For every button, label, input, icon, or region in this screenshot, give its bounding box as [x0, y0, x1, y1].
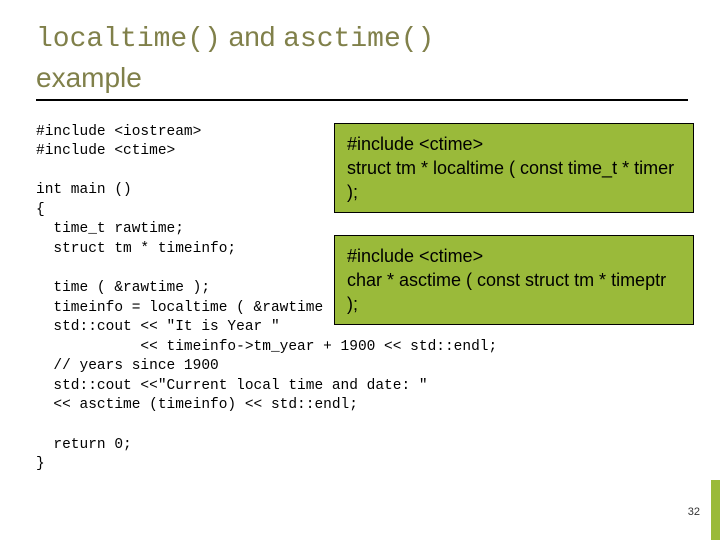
- title-line2: example: [36, 62, 142, 93]
- title-word-and: and: [221, 21, 283, 52]
- accent-side-bar: [711, 480, 720, 540]
- callout-include-line: #include <ctime>: [347, 244, 681, 268]
- callout-asctime: #include <ctime> char * asctime ( const …: [334, 235, 694, 326]
- callout-signature: char * asctime ( const struct tm * timep…: [347, 268, 681, 317]
- slide: localtime() and asctime() example #inclu…: [0, 0, 720, 540]
- page-number: 32: [688, 506, 700, 518]
- title-code-frag-1: localtime(): [36, 24, 221, 55]
- content-area: #include <iostream> #include <ctime> int…: [36, 123, 688, 475]
- callout-signature: struct tm * localtime ( const time_t * t…: [347, 156, 681, 205]
- title-code-frag-2: asctime(): [283, 24, 434, 55]
- slide-title: localtime() and asctime() example: [36, 18, 688, 97]
- callout-localtime: #include <ctime> struct tm * localtime (…: [334, 123, 694, 214]
- callout-include-line: #include <ctime>: [347, 132, 681, 156]
- title-block: localtime() and asctime() example: [36, 18, 688, 101]
